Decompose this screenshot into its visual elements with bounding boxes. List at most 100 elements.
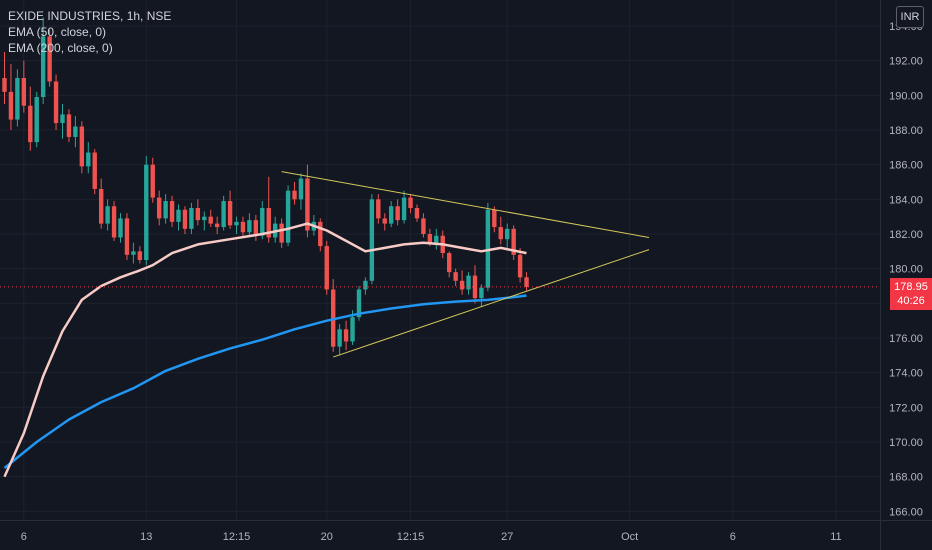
candle-up xyxy=(221,201,226,228)
candle-down xyxy=(53,81,59,124)
currency-badge[interactable]: INR xyxy=(896,6,924,28)
y-tick-label: 168.00 xyxy=(889,472,923,484)
candle-down xyxy=(195,208,201,221)
candle-down xyxy=(511,228,516,255)
candle-up xyxy=(505,228,510,240)
candle-up xyxy=(247,220,252,233)
x-tick-label: 27 xyxy=(501,531,513,543)
candle-up xyxy=(285,190,291,243)
candle-down xyxy=(137,251,143,260)
candle-down xyxy=(240,221,246,233)
candle-down xyxy=(459,280,465,290)
candle-up xyxy=(485,209,491,288)
candle-down xyxy=(2,78,7,92)
candle-down xyxy=(66,114,72,137)
ema50-legend: EMA (50, close, 0) xyxy=(8,25,107,39)
y-tick-label: 188.00 xyxy=(889,125,923,137)
candle-up xyxy=(389,206,394,224)
x-tick-label: 13 xyxy=(140,531,152,543)
candle-up xyxy=(131,251,136,255)
candle-down xyxy=(21,78,27,106)
candle-down xyxy=(28,105,33,143)
candle-down xyxy=(408,197,413,208)
candle-down xyxy=(98,188,104,224)
candle-up xyxy=(298,178,304,200)
last-price-value: 178.95 xyxy=(894,280,928,293)
last-price-label: 178.95 40:26 xyxy=(890,277,932,310)
symbol-title: EXIDE INDUSTRIES, 1h, NSE xyxy=(8,9,172,23)
candle-down xyxy=(150,164,155,198)
y-tick-label: 180.00 xyxy=(889,264,923,276)
candle-down xyxy=(427,234,433,243)
candle-down xyxy=(253,220,259,236)
candle-down xyxy=(318,221,323,247)
candle-down xyxy=(517,254,523,278)
y-tick-label: 170.00 xyxy=(889,437,923,449)
candle-down xyxy=(111,206,117,238)
bar-countdown: 40:26 xyxy=(897,294,925,307)
candle-down xyxy=(343,329,349,342)
candle-down xyxy=(324,246,329,290)
candle-up xyxy=(189,208,194,229)
candle-up xyxy=(434,235,439,243)
candle-down xyxy=(414,208,420,219)
candle-down xyxy=(169,201,175,222)
x-tick-label: 12:15 xyxy=(223,531,251,543)
candle-up xyxy=(356,289,362,318)
candle-down xyxy=(124,218,130,255)
upper-trendline xyxy=(281,171,650,238)
x-tick-label: 6 xyxy=(730,531,736,543)
candle-up xyxy=(176,209,181,222)
candle-down xyxy=(498,227,503,240)
x-tick-label: 12:15 xyxy=(397,531,425,543)
lower-trendline xyxy=(333,249,650,358)
candle-up xyxy=(86,152,91,167)
candle-down xyxy=(156,197,162,219)
ema50-line xyxy=(3,222,527,478)
candle-down xyxy=(279,223,284,243)
candle-down xyxy=(92,152,97,189)
x-tick-label: 20 xyxy=(321,531,333,543)
candle-down xyxy=(182,209,188,229)
candle-up xyxy=(466,275,471,290)
candle-down xyxy=(492,209,497,228)
candle-up xyxy=(40,36,46,98)
candle-up xyxy=(350,317,355,342)
x-tick-label: 11 xyxy=(830,531,841,543)
x-tick-label: 6 xyxy=(21,531,27,543)
candle-up xyxy=(479,287,484,299)
candle-up xyxy=(118,218,123,238)
candle-down xyxy=(227,201,233,226)
candle-down xyxy=(472,275,478,299)
candle-up xyxy=(202,216,207,221)
candle-down xyxy=(47,36,52,82)
candle-up xyxy=(15,78,20,120)
candle-up xyxy=(60,114,65,124)
candle-down xyxy=(376,199,381,219)
y-tick-label: 192.00 xyxy=(889,56,923,68)
candle-up xyxy=(401,197,407,221)
x-tick-label: Oct xyxy=(621,531,638,543)
y-tick-label: 172.00 xyxy=(889,402,923,414)
candle-down xyxy=(79,126,85,167)
candle-down xyxy=(292,190,297,200)
candle-down xyxy=(208,216,213,224)
chart-legend: EXIDE INDUSTRIES, 1h, NSE EMA (50, close… xyxy=(8,8,171,56)
y-tick-label: 174.00 xyxy=(889,368,923,380)
candle-up xyxy=(73,126,78,137)
candle-down xyxy=(382,218,387,224)
candle-down xyxy=(421,218,426,234)
candle-down xyxy=(453,272,458,281)
candle-down xyxy=(214,223,220,228)
y-tick-label: 182.00 xyxy=(889,229,923,241)
y-tick-label: 166.00 xyxy=(889,506,923,518)
y-tick-label: 186.00 xyxy=(889,160,923,172)
candle-up xyxy=(369,199,375,281)
ema200-legend: EMA (200, close, 0) xyxy=(8,41,113,55)
candle-down xyxy=(447,253,452,273)
candle-up xyxy=(363,280,368,290)
candle-down xyxy=(266,208,271,238)
ema200-line xyxy=(3,294,527,469)
